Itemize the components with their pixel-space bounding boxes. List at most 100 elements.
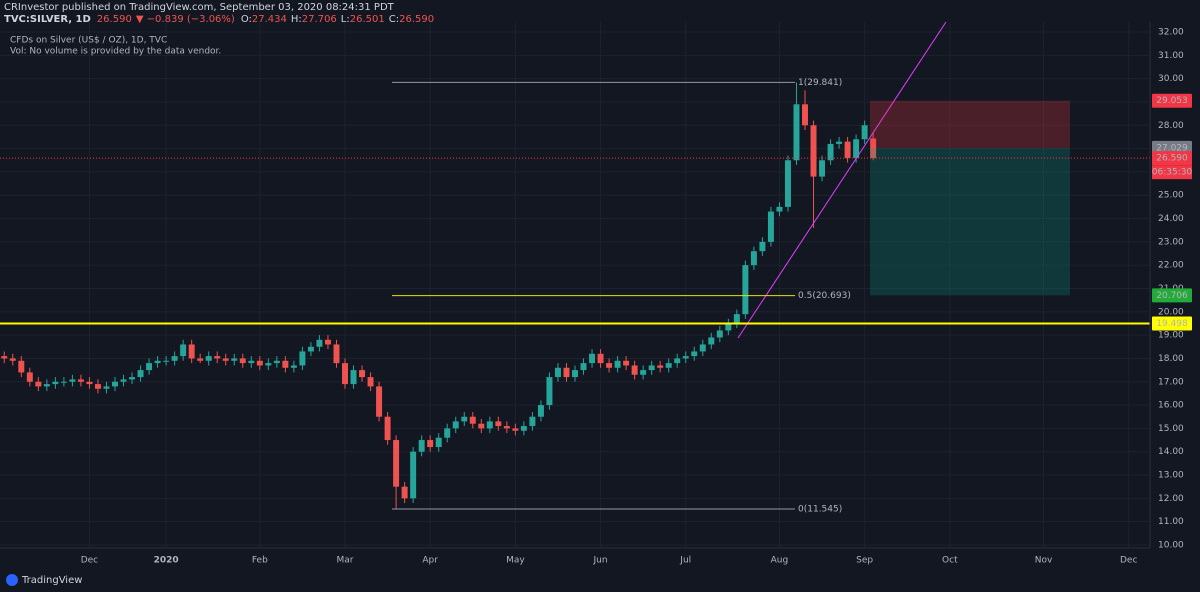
candle-body	[657, 365, 664, 368]
change: ▼ −0.839 (−3.06%)	[136, 14, 235, 25]
candle-body	[103, 386, 110, 389]
y-tick-label: 31.00	[1158, 51, 1184, 61]
candle-body	[256, 360, 263, 366]
candle-body	[802, 104, 808, 126]
candle-body	[640, 370, 647, 375]
candle-body	[1, 356, 8, 359]
candle-body	[188, 344, 195, 359]
candle-body	[529, 416, 536, 427]
y-tick-label: 28.00	[1158, 121, 1184, 131]
candle-body	[359, 370, 366, 378]
x-tick-label: Dec	[81, 556, 98, 566]
countdown: 06:35:30	[1152, 168, 1193, 178]
marks	[1, 82, 877, 509]
ohlc-value: 26.501	[350, 14, 385, 25]
candle-body	[137, 370, 144, 378]
candle-body	[333, 344, 340, 364]
candle-body	[793, 104, 800, 161]
candle-body	[427, 440, 434, 448]
candle-body	[112, 381, 118, 387]
fib-label: 0.5(20.693)	[798, 291, 851, 301]
candle-body	[810, 125, 817, 177]
candle-body	[844, 141, 851, 158]
candle-body	[699, 344, 706, 352]
ohlc-key: C:	[389, 14, 399, 25]
candle-body	[367, 377, 374, 387]
candle-body	[282, 360, 289, 368]
candle-body	[154, 360, 161, 364]
candle-body	[146, 363, 153, 371]
y-tick-label: 30.00	[1158, 74, 1184, 84]
fib-label: 0(11.545)	[798, 504, 842, 514]
x-tick-label: Apr	[422, 556, 438, 566]
candle-body	[239, 358, 246, 364]
candle-body	[682, 356, 689, 359]
candle-body	[86, 381, 93, 385]
x-tick-label: Oct	[942, 556, 958, 566]
y-tick-label: 17.00	[1158, 377, 1184, 387]
candle-body	[435, 437, 442, 448]
x-tick-label: May	[506, 556, 525, 566]
publisher: CRInvestor published on TradingView.com,…	[4, 2, 395, 13]
logo	[6, 574, 18, 586]
candle-body	[324, 339, 331, 345]
candle-body	[767, 211, 774, 242]
candle-body	[418, 440, 425, 452]
y-tick-label: 12.00	[1158, 494, 1184, 504]
candle-body	[69, 379, 76, 382]
price-tag-label: 29.053	[1156, 96, 1188, 106]
candle-body	[129, 377, 136, 380]
x-tick-label: 2020	[154, 556, 179, 566]
price-tag	[1152, 316, 1192, 331]
brand: TradingView	[21, 575, 82, 586]
y-tick-label: 24.00	[1158, 214, 1184, 224]
candle-body	[759, 241, 766, 252]
fib-label: 1(29.841)	[798, 78, 842, 88]
candle-body	[572, 370, 578, 378]
candle-body	[691, 351, 698, 357]
y-tick-label: 25.00	[1158, 191, 1184, 201]
x-tick-label: Mar	[337, 556, 354, 566]
candle-body	[469, 416, 476, 424]
candle-body	[307, 346, 314, 352]
candle-body	[742, 265, 749, 315]
candle-body	[597, 353, 604, 364]
ohlc-key: O:	[241, 14, 252, 25]
candle-body	[205, 356, 212, 361]
candle-body	[589, 353, 596, 364]
y-tick-label: 32.00	[1158, 28, 1184, 38]
candle-body	[290, 365, 297, 368]
candle-body	[452, 421, 459, 429]
candle-body	[819, 160, 826, 177]
candle-body	[265, 363, 272, 366]
ohlc-value: 27.706	[302, 14, 337, 25]
legend-title: CFDs on Silver (US$ / OZ), 1D, TVC	[10, 36, 167, 46]
candle-body	[563, 367, 570, 378]
candle-body	[503, 426, 510, 429]
price-tag	[1152, 151, 1192, 166]
candle-body	[623, 360, 630, 366]
position-stop-zone	[870, 100, 1070, 148]
candle-body	[461, 416, 468, 422]
candle-body	[222, 358, 229, 361]
candle-body	[248, 360, 255, 364]
candle-body	[861, 125, 868, 140]
candle-body	[716, 330, 723, 338]
candle-body	[725, 323, 732, 331]
y-tick-label: 15.00	[1158, 424, 1184, 434]
candle-body	[9, 358, 16, 361]
candle-body	[750, 251, 757, 266]
y-tick-label: 10.00	[1158, 540, 1184, 550]
trend-line	[737, 21, 947, 339]
y-tick-label: 18.00	[1158, 354, 1184, 364]
legend-volume: Vol: No volume is provided by the data v…	[10, 47, 221, 57]
x-tick-label: Aug	[771, 556, 789, 566]
candle-body	[853, 139, 860, 158]
candle-body	[35, 381, 42, 387]
candle-body	[197, 358, 204, 361]
candle-body	[401, 486, 408, 499]
candle-body	[410, 451, 417, 499]
y-tick-label: 22.00	[1158, 261, 1184, 271]
ohlc-value: 26.590	[399, 14, 434, 25]
